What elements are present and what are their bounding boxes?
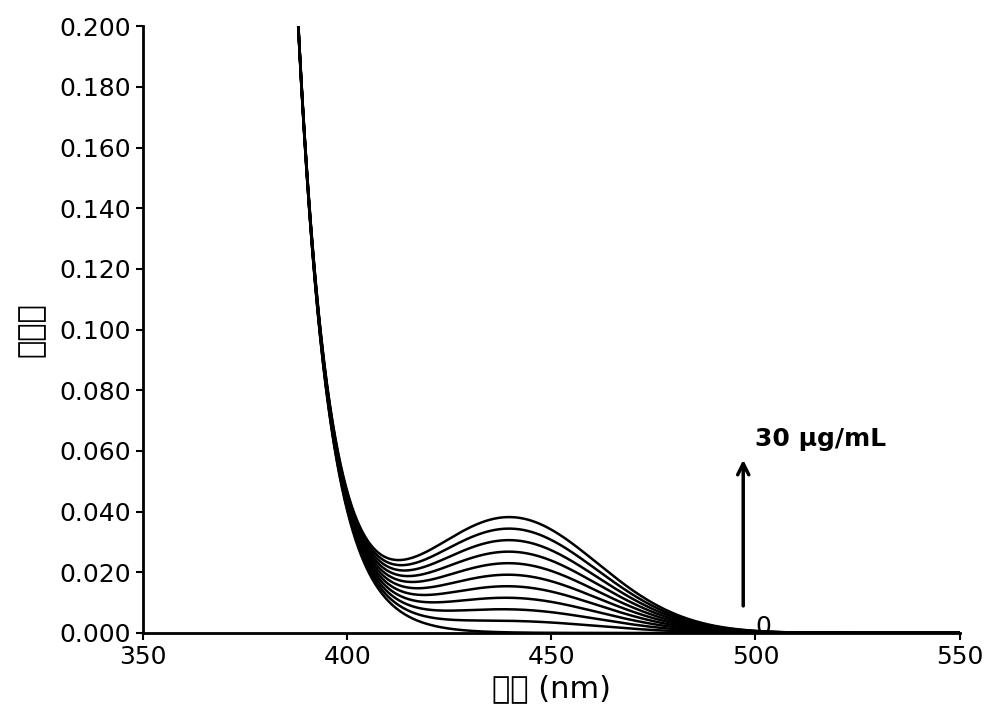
- Text: 0: 0: [755, 615, 771, 639]
- Y-axis label: 吸光度: 吸光度: [17, 302, 46, 357]
- X-axis label: 波长 (nm): 波长 (nm): [492, 675, 611, 703]
- Text: 30 μg/mL: 30 μg/mL: [755, 427, 887, 451]
